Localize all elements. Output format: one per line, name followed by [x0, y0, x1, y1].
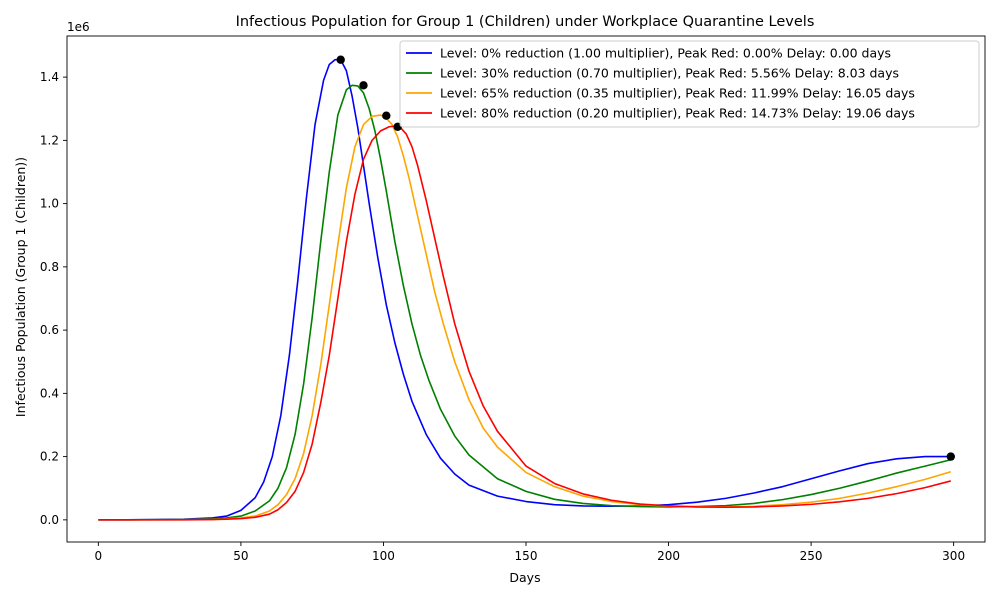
marker-point-2	[359, 81, 368, 90]
legend-box	[399, 40, 980, 128]
legend-entry-2: Level: 30% reduction (0.70 multiplier), …	[440, 66, 899, 81]
y-tick-label: 0.0	[40, 513, 59, 527]
legend-entry-1: Level: 0% reduction (1.00 multiplier), P…	[440, 46, 891, 61]
legend-entry-3: Level: 65% reduction (0.35 multiplier), …	[440, 86, 915, 101]
x-tick-label: 100	[372, 549, 395, 563]
x-tick-label: 0	[95, 549, 103, 563]
marker-point-5	[946, 452, 955, 461]
series-line-1	[98, 58, 951, 521]
legend: Level: 0% reduction (1.00 multiplier), P…	[399, 40, 980, 128]
legend-entry-4: Level: 80% reduction (0.20 multiplier), …	[440, 106, 915, 121]
marker-point-1	[336, 55, 345, 64]
y-tick-label: 1.0	[40, 197, 59, 211]
y-tick-label: 1.4	[40, 70, 59, 84]
x-tick-label: 50	[233, 549, 248, 563]
series-line-3	[98, 114, 952, 521]
y-tick-label: 0.6	[40, 323, 59, 337]
x-tick-label: 300	[942, 549, 965, 563]
x-tick-label: 200	[657, 549, 680, 563]
y-tick-label: 0.4	[40, 386, 59, 400]
x-tick-label: 150	[515, 549, 538, 563]
y-tick-label: 0.8	[40, 260, 59, 274]
series-line-2	[98, 84, 951, 521]
plot-area: 0 50 100 150 200 250 300 0.0 0.2 0.4 0.6 0.8 1.0 1.2 1…	[40, 35, 986, 563]
y-axis-label: Infectious Population (Group 1 (Children…	[13, 157, 28, 417]
x-axis-label: Days	[509, 570, 540, 585]
series-line-4	[98, 125, 951, 521]
marker-point-3	[382, 111, 391, 120]
chart-title: Infectious Population for Group 1 (Child…	[236, 14, 815, 30]
y-tick-label: 0.2	[40, 450, 59, 464]
y-tick-label: 1.2	[40, 133, 59, 147]
x-tick-label: 250	[800, 549, 823, 563]
y-axis-offset-label: 1e6	[67, 20, 90, 34]
